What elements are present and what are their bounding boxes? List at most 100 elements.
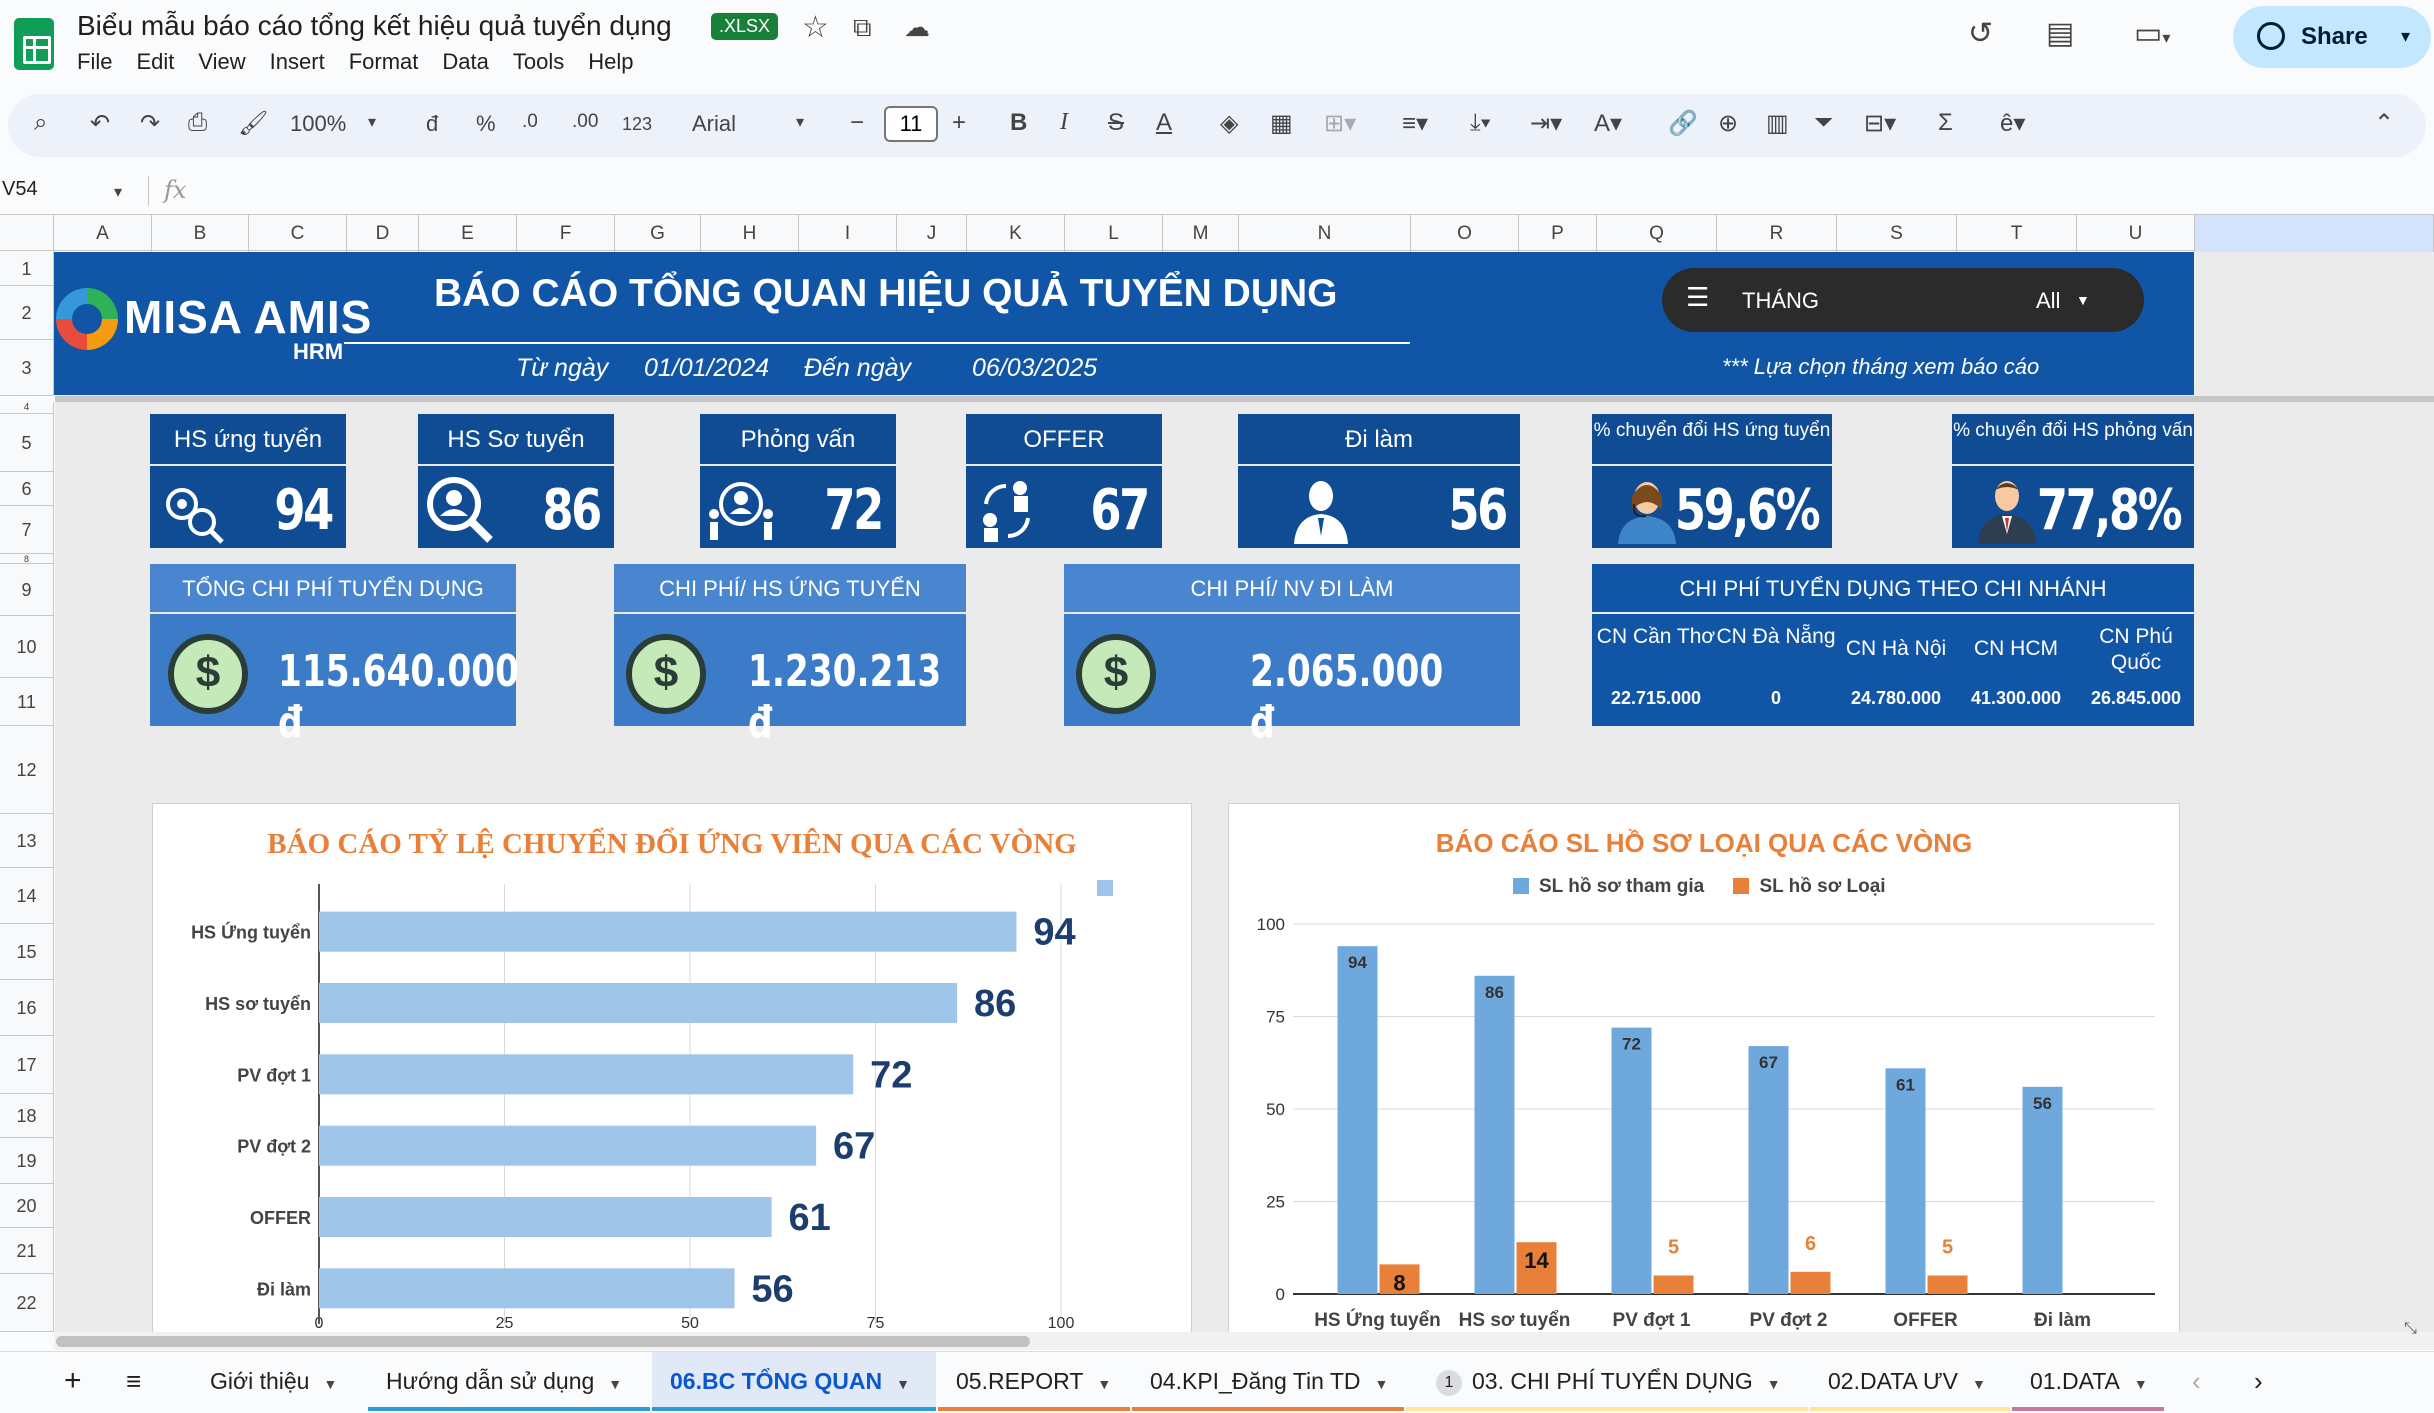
currency-format-button[interactable]: đ	[426, 111, 439, 136]
menu-view[interactable]: View	[198, 49, 246, 74]
row-header[interactable]: 10	[0, 616, 54, 678]
collapse-toolbar-icon[interactable]: ⌃	[2374, 110, 2395, 137]
input-tools-icon[interactable]: ê▾	[2000, 110, 2026, 137]
increase-font-icon[interactable]: +	[952, 109, 967, 136]
column-header[interactable]: H	[701, 215, 799, 252]
filter-views-icon[interactable]: ⊟▾	[1864, 110, 1897, 137]
decrease-font-icon[interactable]: −	[850, 109, 865, 136]
tab-report[interactable]: 05.REPORT ▼	[938, 1352, 1130, 1411]
scroll-expand-icon[interactable]: ⤡	[2404, 1320, 2417, 1337]
document-title[interactable]: Biểu mẫu báo cáo tổng kết hiệu quả tuyển…	[77, 10, 672, 41]
meet-icon[interactable]: ▭▾	[2134, 17, 2171, 50]
tab-chevron-icon[interactable]: ▼	[323, 1376, 338, 1392]
menu-format[interactable]: Format	[348, 49, 419, 74]
functions-icon[interactable]: Σ	[1938, 109, 1953, 136]
tab-kpi-dang-tin[interactable]: 04.KPI_Đăng Tin TD ▼	[1132, 1352, 1404, 1411]
to-date[interactable]: 06/03/2025	[972, 354, 1098, 382]
row-header[interactable]: 21	[0, 1228, 54, 1274]
strikethrough-icon[interactable]: S	[1108, 109, 1125, 136]
rejected-chart-panel[interactable]: BÁO CÁO SL HỒ SƠ LOẠI QUA CÁC VÒNG SL hồ…	[1228, 803, 2180, 1333]
select-all-corner[interactable]	[0, 215, 54, 252]
row-header[interactable]: 3	[0, 340, 54, 396]
column-header[interactable]: G	[615, 215, 701, 252]
row-header[interactable]: 8	[0, 554, 54, 564]
column-header[interactable]: A	[54, 215, 152, 252]
row-header[interactable]: 12	[0, 726, 54, 814]
column-header-extra[interactable]	[2195, 215, 2434, 252]
tab-bc-tong-quan[interactable]: 06.BC TỔNG QUAN ▼	[652, 1352, 936, 1411]
search-menus-icon[interactable]: ⌕	[34, 109, 48, 136]
all-sheets-icon[interactable]: ≡	[126, 1366, 142, 1396]
row-header[interactable]: 4	[0, 402, 54, 414]
menu-insert[interactable]: Insert	[269, 49, 325, 74]
column-header[interactable]: L	[1065, 215, 1163, 252]
column-header[interactable]: T	[1957, 215, 2077, 252]
text-wrap-icon[interactable]: ⇥▾	[1530, 110, 1563, 137]
bold-icon[interactable]: B	[1010, 109, 1028, 136]
row-header[interactable]: 11	[0, 678, 54, 726]
percent-format-button[interactable]: %	[476, 111, 496, 136]
filter-value[interactable]: All	[2036, 288, 2061, 313]
row-header[interactable]: 9	[0, 564, 54, 616]
from-date[interactable]: 01/01/2024	[644, 354, 770, 382]
zoom-select[interactable]: 100%	[290, 111, 347, 136]
row-header[interactable]: 19	[0, 1138, 54, 1184]
menu-edit[interactable]: Edit	[136, 49, 175, 74]
column-header[interactable]: D	[347, 215, 419, 252]
column-header[interactable]: S	[1837, 215, 1957, 252]
tab-chevron-icon[interactable]: ▼	[1972, 1376, 1986, 1392]
italic-icon[interactable]: I	[1060, 109, 1068, 135]
more-formats-button[interactable]: 123	[622, 114, 653, 134]
star-icon[interactable]: ☆	[802, 11, 829, 44]
sheets-logo-icon[interactable]	[14, 18, 54, 70]
name-box-chevron-icon[interactable]: ▾	[114, 184, 123, 201]
borders-icon[interactable]: ▦	[1270, 110, 1293, 137]
month-filter-slicer[interactable]: ☰ THÁNG All ▼	[1662, 268, 2144, 332]
redo-icon[interactable]: ↷	[140, 110, 161, 137]
row-header[interactable]: 13	[0, 814, 54, 868]
row-header[interactable]: 16	[0, 980, 54, 1036]
row-header[interactable]: 5	[0, 414, 54, 472]
text-color-icon[interactable]: A	[1156, 109, 1173, 136]
row-header[interactable]: 6	[0, 472, 54, 506]
menu-help[interactable]: Help	[588, 49, 634, 74]
row-header[interactable]: 14	[0, 868, 54, 924]
column-header[interactable]: E	[419, 215, 517, 252]
column-header[interactable]: Q	[1597, 215, 1717, 252]
row-header[interactable]: 17	[0, 1036, 54, 1094]
tab-chevron-icon[interactable]: ▼	[896, 1376, 910, 1392]
insert-comment-icon[interactable]: ⊕	[1718, 110, 1739, 137]
tab-chevron-icon[interactable]: ▼	[2133, 1376, 2148, 1392]
version-history-icon[interactable]: ↺	[1968, 17, 1994, 50]
row-header[interactable]: 15	[0, 924, 54, 980]
insert-chart-icon[interactable]: ▥	[1766, 110, 1789, 137]
formula-input[interactable]	[200, 174, 2430, 208]
tab-gioi-thieu[interactable]: Giới thiệu ▼	[190, 1352, 366, 1411]
conversion-chart-panel[interactable]: BÁO CÁO TỶ LỆ CHUYỂN ĐỔI ỨNG VIÊN QUA CÁ…	[152, 803, 1192, 1333]
font-chevron-icon[interactable]: ▾	[796, 114, 805, 131]
tab-data[interactable]: 01.DATA ▼	[2012, 1352, 2164, 1411]
horizontal-align-icon[interactable]: ≡▾	[1402, 110, 1429, 137]
row-header[interactable]: 7	[0, 506, 54, 554]
print-icon[interactable]: ⎙	[188, 109, 208, 136]
column-header[interactable]: K	[967, 215, 1065, 252]
font-select[interactable]: Arial	[692, 111, 737, 136]
scroll-tabs-left-icon[interactable]: ‹	[2192, 1366, 2201, 1396]
column-header[interactable]: M	[1163, 215, 1239, 252]
increase-decimal-button[interactable]: .00	[572, 111, 599, 132]
fill-color-icon[interactable]: ◈	[1220, 110, 1239, 137]
scroll-tabs-right-icon[interactable]: ›	[2254, 1366, 2263, 1396]
column-header[interactable]: U	[2077, 215, 2195, 252]
insert-link-icon[interactable]: 🔗	[1668, 110, 1698, 137]
column-header[interactable]: R	[1717, 215, 1837, 252]
column-header[interactable]: P	[1519, 215, 1597, 252]
menu-data[interactable]: Data	[442, 49, 489, 74]
comments-icon[interactable]: ▤	[2046, 17, 2075, 50]
share-button[interactable]: Share ▾	[2233, 6, 2431, 68]
column-header[interactable]: N	[1239, 215, 1411, 252]
row-header[interactable]: 20	[0, 1184, 54, 1228]
row-header[interactable]: 1	[0, 252, 54, 286]
font-size-input[interactable]: 11	[884, 106, 938, 142]
tab-data-uv[interactable]: 02.DATA ƯV ▼	[1810, 1352, 2010, 1411]
tab-chi-phi[interactable]: 1 03. CHI PHÍ TUYỂN DỤNG ▼	[1406, 1352, 1808, 1411]
